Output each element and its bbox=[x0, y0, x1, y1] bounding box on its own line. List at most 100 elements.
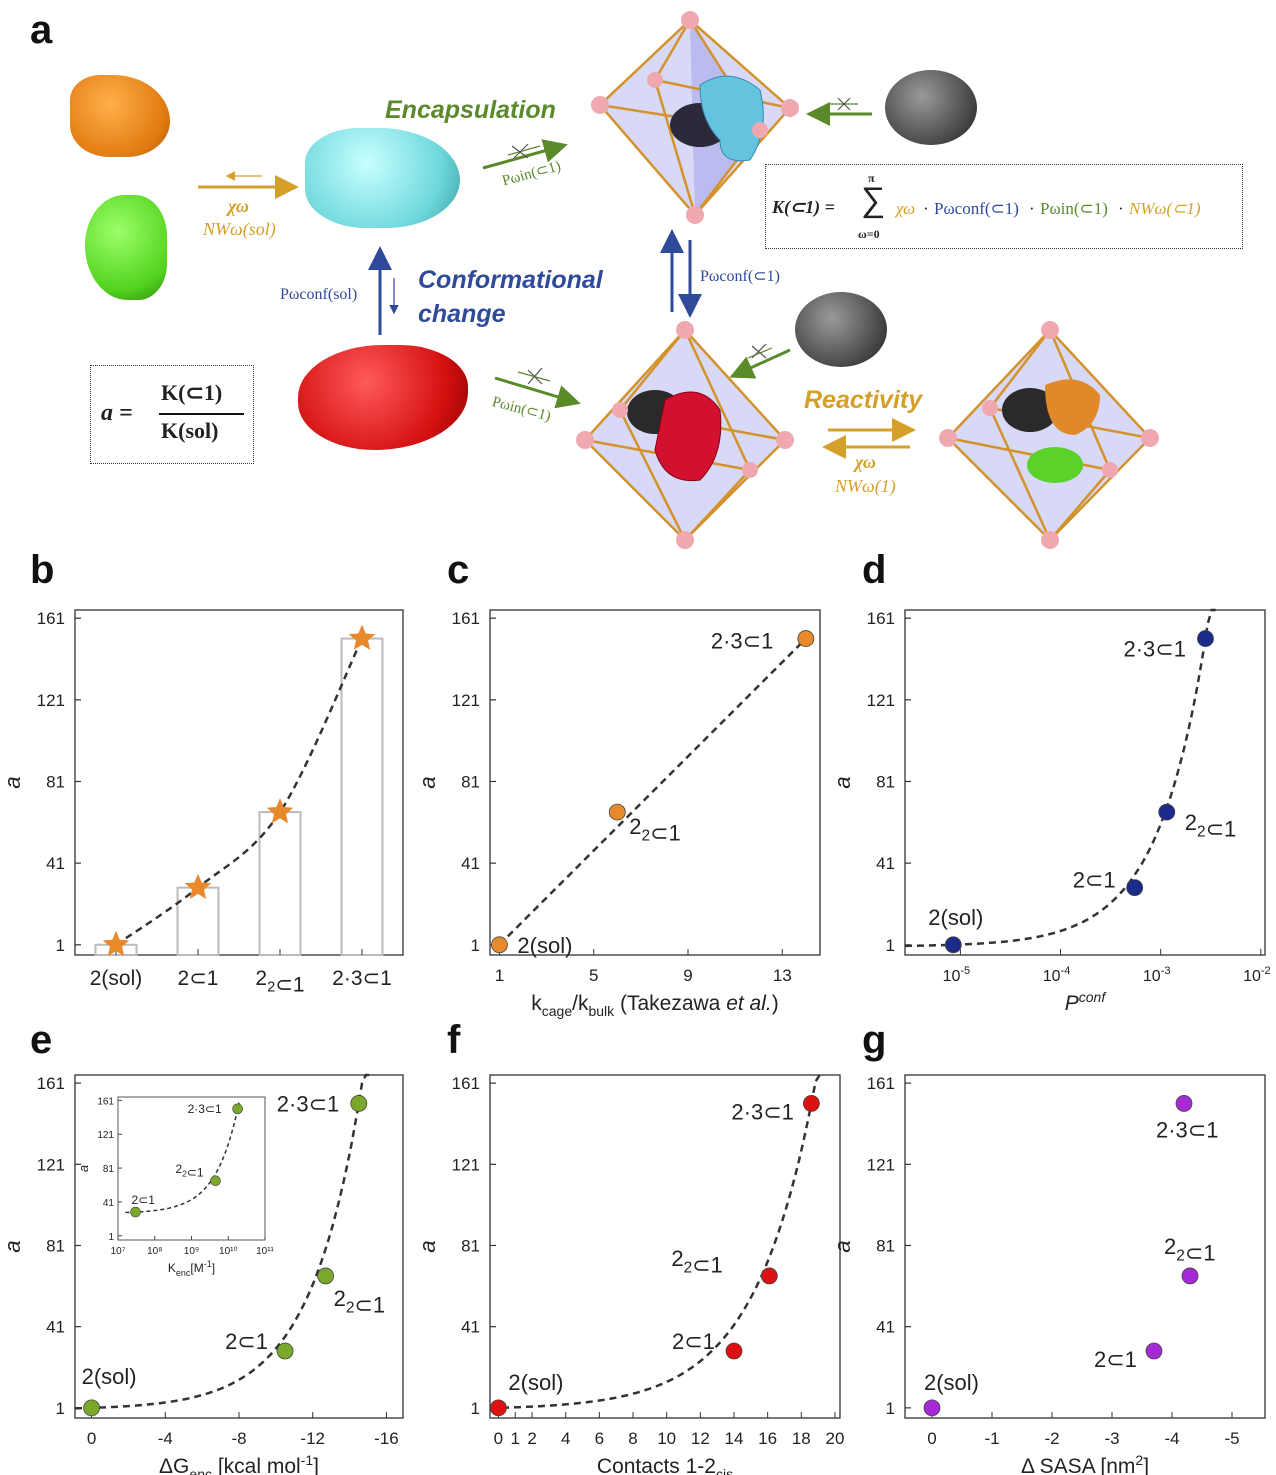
conformation-arrows-right bbox=[660, 229, 702, 318]
chi-arrow-left bbox=[198, 171, 299, 199]
y-tick-label: 121 bbox=[37, 691, 65, 710]
inset-chart: 1 41 81 121 161 10⁷ 10⁸ 10⁹ 10¹⁰ 10¹¹ a Kenc[M-1] 2⊂… bbox=[76, 1096, 275, 1278]
inset-point bbox=[210, 1175, 221, 1187]
x-axis-label: ΔGenc [kcal mol-1] bbox=[159, 1452, 319, 1475]
x-tick-label: 8 bbox=[628, 1429, 637, 1448]
x-tick-label: 0 bbox=[494, 1429, 503, 1448]
y-tick-label: 41 bbox=[461, 854, 480, 873]
data-point bbox=[725, 1342, 743, 1360]
point-label: 2·3⊂1 bbox=[1156, 1117, 1218, 1142]
chart-d: 1 41 81 121 161 a 10-5 10-4 10-3 10-2 Pconf 2(sol) 2… bbox=[830, 608, 1271, 1015]
chart-b: 1 41 81 121 161 a 2(sol) 2⊂1 22⊂1 2·3⊂1 bbox=[0, 609, 404, 996]
data-point bbox=[491, 936, 508, 954]
point-label: 22⊂1 bbox=[334, 1286, 385, 1318]
y-tick-label: 81 bbox=[461, 772, 480, 791]
fit-line bbox=[489, 1073, 824, 1410]
x-tick-label: -8 bbox=[231, 1429, 246, 1448]
data-point bbox=[1145, 1342, 1163, 1360]
inset-fit-line bbox=[125, 1100, 241, 1214]
point-label: 22⊂1 bbox=[671, 1246, 722, 1278]
term-dot-1: · bbox=[923, 199, 929, 218]
plot-frame bbox=[489, 609, 821, 956]
y-tick-label: 81 bbox=[461, 1236, 480, 1255]
y-tick-label: 41 bbox=[876, 854, 895, 873]
x-tick-label: 0 bbox=[87, 1429, 96, 1448]
x-tick-label: 22⊂1 bbox=[255, 967, 304, 996]
x-tick-label: 14 bbox=[725, 1429, 744, 1448]
orange-molecule bbox=[70, 75, 170, 157]
x-tick-label: 10-2 bbox=[1243, 965, 1271, 985]
chart-e: 1 41 81 121 161 a 0 -4 -8 -12 -16 ΔGenc [kcal mol-1… bbox=[0, 1073, 404, 1475]
panel-letter-d: d bbox=[862, 548, 887, 592]
y-tick-label: 161 bbox=[452, 609, 480, 628]
gray-arrow-bottom bbox=[729, 343, 791, 379]
data-point bbox=[944, 936, 962, 954]
equation-a-lhs: a = bbox=[101, 400, 133, 426]
inset-x-tick-label: 10⁸ bbox=[147, 1246, 162, 1257]
y-tick-label: 121 bbox=[867, 1155, 895, 1174]
cage-product bbox=[939, 321, 1159, 549]
star-marker bbox=[348, 624, 376, 650]
y-tick-label: 41 bbox=[461, 1318, 480, 1337]
x-tick-label: -5 bbox=[1224, 1429, 1239, 1448]
star-marker bbox=[266, 798, 294, 824]
point-label: 22⊂1 bbox=[1164, 1234, 1215, 1266]
x-tick-label: 4 bbox=[561, 1429, 570, 1448]
point-label: 2(sol) bbox=[924, 1370, 979, 1395]
point-label: 2·3⊂1 bbox=[731, 1099, 793, 1124]
point-label: 2⊂1 bbox=[1094, 1347, 1137, 1372]
point-label: 2·3⊂1 bbox=[1123, 637, 1185, 662]
gray-molecule-top bbox=[885, 70, 977, 145]
schematic-svg bbox=[198, 11, 1159, 549]
encapsulation-arrow-bottom bbox=[494, 367, 581, 409]
plot-frame bbox=[904, 1074, 1266, 1419]
x-axis-label: Δ SASA [nm2] bbox=[1021, 1452, 1149, 1475]
plot-frame bbox=[489, 1074, 841, 1419]
point-label: 2(sol) bbox=[517, 933, 572, 958]
green-molecule bbox=[85, 195, 167, 300]
term-pin: Pωin(⊂1) bbox=[1040, 199, 1108, 218]
y-tick-label: 121 bbox=[452, 1155, 480, 1174]
x-tick-label: 16 bbox=[758, 1429, 777, 1448]
x-tick-label: 2·3⊂1 bbox=[332, 967, 392, 990]
star-marker bbox=[102, 930, 130, 957]
y-axis-label: a bbox=[0, 1240, 25, 1252]
inset-y-tick-label: 161 bbox=[97, 1096, 114, 1107]
chart-c: 1 41 81 121 161 a 1 5 9 13 kcage/kbulk (Takezawa e… bbox=[415, 609, 821, 1019]
chi-label-left: χω bbox=[228, 196, 249, 216]
x-tick-label: -12 bbox=[300, 1429, 325, 1448]
x-tick-label: -2 bbox=[1044, 1429, 1059, 1448]
panel-letter-c: c bbox=[447, 548, 470, 592]
y-tick-label: 1 bbox=[886, 1399, 895, 1418]
x-axis-label: kcage/kbulk (Takezawa et al.) bbox=[531, 992, 778, 1019]
y-tick-label: 81 bbox=[46, 1236, 65, 1255]
y-tick-label: 41 bbox=[876, 1318, 895, 1337]
inset-x-tick-label: 10⁷ bbox=[111, 1246, 126, 1257]
inset-x-tick-label: 10¹⁰ bbox=[219, 1246, 237, 1257]
inset-y-tick-label: 81 bbox=[103, 1164, 115, 1175]
star-marker bbox=[184, 873, 212, 899]
fit-line bbox=[74, 1073, 370, 1410]
bar bbox=[258, 811, 302, 956]
y-tick-label: 121 bbox=[452, 691, 480, 710]
x-tick-label: 2 bbox=[527, 1429, 536, 1448]
trend-line bbox=[115, 638, 364, 946]
data-point bbox=[490, 1399, 507, 1417]
y-tick-label: 161 bbox=[37, 1074, 65, 1093]
point-label: 2·3⊂1 bbox=[277, 1091, 339, 1116]
data-point bbox=[83, 1399, 100, 1417]
x-tick-label: 10-3 bbox=[1143, 965, 1171, 985]
y-axis-label: a bbox=[0, 776, 25, 788]
inset-y-tick-label: 41 bbox=[103, 1198, 115, 1209]
point-label: 2(sol) bbox=[82, 1364, 137, 1389]
inset-point-label: 2⊂1 bbox=[132, 1193, 156, 1207]
encapsulation-arrow bbox=[482, 139, 568, 170]
term-dot-2: · bbox=[1029, 199, 1035, 218]
plot-frame bbox=[904, 609, 1266, 956]
x-tick-label: -1 bbox=[984, 1429, 999, 1448]
y-tick-label: 121 bbox=[37, 1155, 65, 1174]
x-tick-label: 1 bbox=[511, 1429, 520, 1448]
pconf-sol-label: Pωconf(sol) bbox=[280, 286, 358, 303]
x-tick-label: 6 bbox=[595, 1429, 604, 1448]
